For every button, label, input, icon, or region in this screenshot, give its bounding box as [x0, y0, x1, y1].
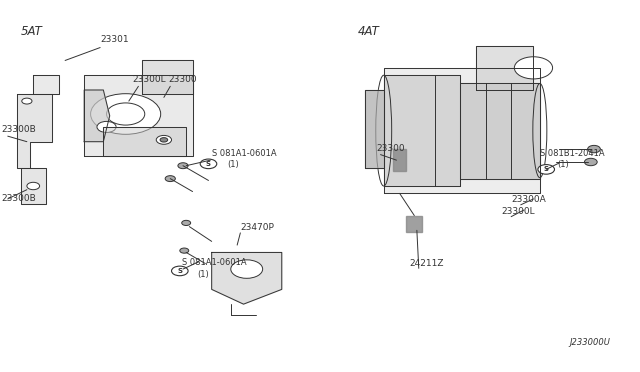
Circle shape: [22, 98, 32, 104]
Circle shape: [538, 164, 554, 174]
Text: S: S: [544, 166, 548, 172]
Polygon shape: [141, 61, 193, 94]
Circle shape: [165, 176, 175, 182]
Circle shape: [178, 163, 188, 169]
Text: S 081A1-0601A: S 081A1-0601A: [182, 258, 246, 267]
Polygon shape: [394, 149, 406, 171]
Circle shape: [160, 138, 168, 142]
Polygon shape: [84, 90, 109, 142]
Polygon shape: [476, 46, 534, 90]
Circle shape: [182, 220, 191, 225]
Circle shape: [91, 94, 161, 134]
Polygon shape: [17, 94, 52, 167]
Text: S 081B1-2041A: S 081B1-2041A: [540, 149, 604, 158]
Text: 23300B: 23300B: [1, 125, 36, 134]
Text: J233000U: J233000U: [569, 338, 610, 347]
Text: 23300: 23300: [376, 144, 404, 153]
Polygon shape: [20, 167, 46, 205]
Text: 23300A: 23300A: [511, 195, 546, 205]
Circle shape: [200, 159, 217, 169]
Text: 24211Z: 24211Z: [409, 259, 444, 268]
Circle shape: [515, 57, 552, 79]
Polygon shape: [384, 75, 460, 186]
Text: 23470P: 23470P: [241, 223, 274, 232]
Text: S 081A1-0601A: S 081A1-0601A: [212, 149, 276, 158]
Text: (1): (1): [198, 270, 209, 279]
Circle shape: [106, 103, 145, 125]
Text: 4AT: 4AT: [358, 25, 380, 38]
Circle shape: [156, 135, 172, 144]
Circle shape: [180, 248, 189, 253]
Text: 23300B: 23300B: [1, 193, 36, 203]
Text: 23300L: 23300L: [132, 76, 166, 84]
Circle shape: [97, 121, 116, 132]
Polygon shape: [384, 68, 540, 193]
Polygon shape: [365, 90, 384, 167]
Circle shape: [588, 145, 600, 153]
Text: (1): (1): [228, 160, 239, 169]
Polygon shape: [406, 215, 422, 232]
Polygon shape: [460, 83, 540, 179]
Text: S: S: [177, 268, 182, 274]
Text: 5AT: 5AT: [20, 25, 42, 38]
Text: S: S: [206, 161, 211, 167]
Text: 23301: 23301: [100, 35, 129, 44]
Text: 23300: 23300: [168, 76, 197, 84]
Circle shape: [27, 182, 40, 190]
Text: (1): (1): [557, 160, 569, 169]
Polygon shape: [84, 75, 193, 157]
Polygon shape: [33, 75, 59, 94]
Circle shape: [584, 158, 597, 166]
Circle shape: [172, 266, 188, 276]
Polygon shape: [212, 253, 282, 304]
Polygon shape: [103, 127, 186, 157]
Circle shape: [231, 260, 262, 278]
Text: 23300L: 23300L: [501, 207, 534, 216]
